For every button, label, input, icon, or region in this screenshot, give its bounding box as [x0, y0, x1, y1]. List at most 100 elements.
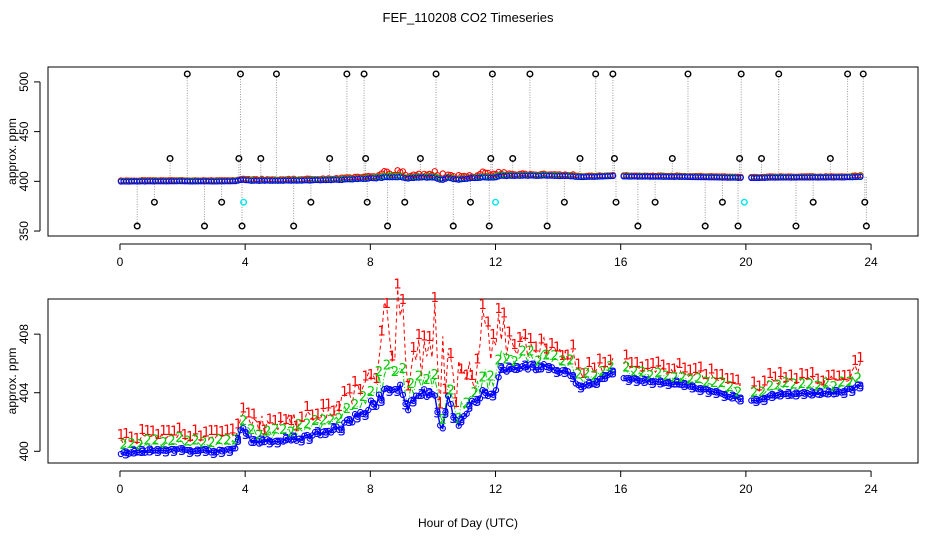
bottom-marker-1: 1 [255, 420, 263, 435]
bottom-marker-1: 1 [308, 409, 316, 424]
bottom-point-series-3 [527, 361, 534, 368]
bottom-point-series-3 [567, 372, 574, 380]
top-spike-series [133, 70, 870, 230]
top-x-tick-label: 0 [117, 255, 124, 269]
bottom-marker-2: 2 [279, 423, 287, 438]
bottom-point-series-3 [820, 390, 827, 397]
bottom-point-series-3 [431, 392, 438, 399]
bottom-marker-3: 3 [409, 395, 417, 410]
bottom-marker-2: 2 [119, 438, 127, 453]
bottom-marker-1: 1 [776, 366, 784, 381]
bottom-marker-3: 3 [377, 395, 385, 410]
bottom-point-series-3 [202, 447, 210, 454]
bottom-marker-1: 1 [165, 424, 173, 439]
bottom-point-series-3 [181, 446, 188, 453]
top-spike-point [576, 154, 584, 162]
bottom-point-series-3 [250, 437, 258, 444]
bottom-marker-3: 3 [753, 395, 761, 410]
bottom-marker-1: 1 [601, 356, 609, 371]
top-spike-point [718, 198, 726, 206]
bottom-point-series-3 [373, 403, 380, 410]
bottom-marker-1: 1 [856, 351, 864, 366]
top-spike-point [466, 198, 474, 206]
bottom-marker-2: 2 [295, 418, 303, 433]
bottom-marker-2: 2 [127, 437, 135, 452]
bottom-point-series-3 [447, 400, 454, 408]
bottom-marker-1: 1 [298, 410, 306, 425]
bottom-point-series-3 [588, 381, 595, 388]
bottom-point-series-3 [423, 393, 430, 401]
bottom-marker-1: 1 [431, 291, 439, 306]
bottom-point-series-3 [210, 449, 218, 456]
top-spike-point [416, 154, 424, 162]
bottom-marker-2: 2 [335, 412, 343, 427]
bottom-marker-2: 2 [854, 372, 862, 387]
bottom-marker-2: 2 [143, 434, 151, 449]
bottom-marker-3: 3 [792, 388, 800, 403]
bottom-marker-2: 2 [526, 345, 534, 360]
bottom-marker-2: 2 [646, 369, 654, 384]
bottom-marker-1: 1 [761, 375, 769, 390]
bottom-marker-3: 3 [457, 414, 465, 429]
bottom-marker-2: 2 [407, 377, 415, 392]
bottom-point-series-3 [700, 386, 707, 393]
top-y-tick-label: 450 [17, 121, 31, 141]
bottom-point-series-3 [359, 410, 367, 418]
bottom-marker-1: 1 [713, 368, 721, 383]
bottom-marker-2: 2 [487, 369, 495, 384]
top-spike-point [543, 222, 551, 230]
bottom-marker-1: 1 [734, 374, 742, 389]
bottom-marker-1: 1 [122, 427, 130, 442]
bottom-marker-2: 2 [495, 354, 503, 369]
bottom-marker-3: 3 [473, 395, 481, 410]
bottom-marker-3: 3 [545, 362, 553, 377]
bottom-marker-1: 1 [260, 423, 268, 438]
bottom-marker-2: 2 [702, 376, 710, 391]
bottom-point-series-3 [232, 445, 239, 452]
bottom-point-series-3 [399, 391, 407, 399]
bottom-marker-2: 2 [351, 398, 359, 413]
top-spike-point [343, 70, 351, 78]
bottom-marker-2: 2 [439, 413, 447, 428]
bottom-marker-2: 2 [207, 436, 215, 451]
bottom-marker-1: 1 [755, 380, 763, 395]
bottom-marker-1: 1 [846, 369, 854, 384]
bottom-marker-3: 3 [649, 377, 657, 392]
bottom-marker-2: 2 [566, 353, 574, 368]
bottom-marker-1: 1 [479, 298, 487, 313]
top-x-tick-label: 16 [614, 255, 628, 269]
bottom-marker-1: 1 [244, 407, 252, 422]
bottom-marker-2: 2 [846, 375, 854, 390]
top-spike-point [487, 154, 495, 162]
bottom-point-series-3 [596, 375, 603, 383]
bottom-marker-1: 1 [362, 370, 370, 385]
bottom-marker-1: 1 [787, 368, 795, 383]
bottom-marker-3: 3 [824, 386, 832, 401]
bottom-point-series-3 [162, 447, 170, 454]
bottom-point-series-3 [466, 403, 473, 410]
bottom-marker-2: 2 [359, 390, 367, 405]
bottom-marker-1: 1 [489, 328, 497, 343]
top-spike-point [701, 222, 709, 230]
bottom-marker-1: 1 [207, 424, 215, 439]
bottom-marker-1: 1 [133, 432, 141, 447]
bottom-marker-1: 1 [553, 340, 561, 355]
bottom-marker-2: 2 [415, 370, 423, 385]
bottom-marker-2: 2 [431, 368, 439, 383]
bottom-marker-1: 1 [574, 358, 582, 373]
bottom-point-series-3 [577, 383, 585, 391]
bottom-point-series-3 [349, 419, 356, 426]
bottom-marker-1: 1 [218, 425, 226, 440]
bottom-marker-3: 3 [832, 386, 840, 401]
bottom-marker-1: 1 [175, 422, 183, 437]
bottom-point-series-3 [530, 362, 537, 369]
top-spike-point [612, 198, 620, 206]
bottom-point-series-3 [564, 368, 571, 375]
bottom-marker-3: 3 [561, 366, 569, 381]
bottom-marker-3: 3 [465, 401, 473, 416]
bottom-marker-2: 2 [542, 349, 550, 364]
bottom-marker-1: 1 [808, 366, 816, 381]
bottom-marker-2: 2 [463, 396, 471, 411]
bottom-marker-1: 1 [532, 341, 540, 356]
top-spike-point [859, 70, 867, 78]
